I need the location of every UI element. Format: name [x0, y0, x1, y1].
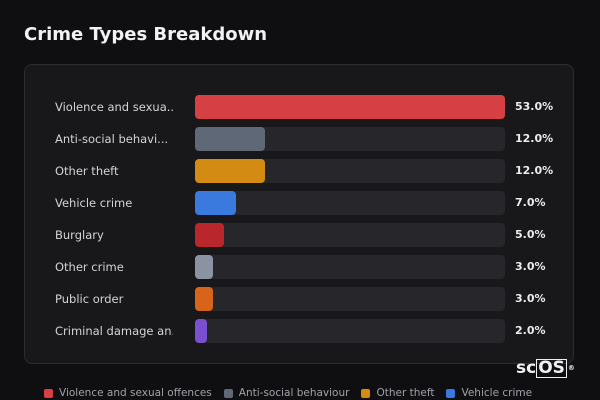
legend-item: Vehicle crime — [446, 387, 532, 399]
chart-legend: Violence and sexual offences Anti-social … — [44, 386, 544, 400]
bar-row: Other crime 3.0% — [25, 255, 573, 279]
chart-card: Violence and sexua... 53.0% Anti-social be… — [24, 64, 574, 364]
bar-row: Criminal damage an... 2.0% — [25, 319, 573, 343]
bar-label: Public order — [55, 292, 124, 306]
bar-label: Other theft — [55, 164, 119, 178]
legend-item: Other theft — [361, 387, 434, 399]
legend-item: Anti-social behaviour — [223, 387, 350, 399]
legend-label: Anti-social behaviour — [238, 387, 350, 399]
bar-track — [195, 287, 505, 311]
bar-row: Public order 3.0% — [25, 287, 573, 311]
bar-row: Anti-social behavi... 12.0% — [25, 127, 573, 151]
bar-value-label: 3.0% — [515, 292, 546, 305]
legend-swatch — [44, 388, 53, 398]
legend-label: Violence and sexual offences — [59, 387, 212, 399]
bar-label: Vehicle crime — [55, 196, 133, 210]
bar-row: Burglary 5.0% — [25, 223, 573, 247]
logo-prefix: sc — [516, 358, 537, 378]
bar-track — [195, 95, 505, 119]
bar-label: Other crime — [55, 260, 124, 274]
bar-track — [195, 319, 505, 343]
page-title: Crime Types Breakdown — [24, 24, 268, 45]
legend-swatch — [446, 388, 456, 398]
bar-label: Anti-social behavi... — [55, 132, 169, 146]
bar — [195, 159, 265, 183]
bar-track — [195, 159, 505, 183]
bar-track — [195, 255, 505, 279]
bar-value-label: 12.0% — [515, 164, 554, 177]
bar — [195, 127, 265, 151]
bar-label: Burglary — [55, 228, 104, 242]
bar-value-label: 53.0% — [515, 100, 554, 113]
logo-registered-mark: ® — [567, 364, 575, 372]
bar — [195, 191, 236, 215]
bar — [195, 255, 213, 279]
legend-label: Vehicle crime — [461, 387, 533, 399]
bar — [195, 287, 213, 311]
bar-label: Criminal damage an... — [55, 324, 173, 338]
legend-swatch — [361, 388, 371, 398]
bar-row: Other theft 12.0% — [25, 159, 573, 183]
bar — [195, 95, 505, 119]
bar-value-label: 3.0% — [515, 260, 546, 273]
legend-label: Other theft — [376, 387, 435, 399]
scos-logo: sc OS ® — [516, 358, 575, 378]
bar-value-label: 2.0% — [515, 324, 546, 337]
bar-value-label: 12.0% — [515, 132, 554, 145]
bar — [195, 223, 224, 247]
bar-row: Violence and sexua... 53.0% — [25, 95, 573, 119]
legend-swatch — [223, 388, 233, 398]
bar-track — [195, 127, 505, 151]
bar-value-label: 7.0% — [515, 196, 546, 209]
bar-track — [195, 191, 505, 215]
bar — [195, 319, 207, 343]
legend-item: Violence and sexual offences — [44, 387, 212, 399]
bar-track — [195, 223, 505, 247]
bar-row: Vehicle crime 7.0% — [25, 191, 573, 215]
bar-value-label: 5.0% — [515, 228, 546, 241]
logo-boxed-text: OS — [536, 358, 567, 378]
bar-label: Violence and sexua... — [55, 100, 173, 114]
